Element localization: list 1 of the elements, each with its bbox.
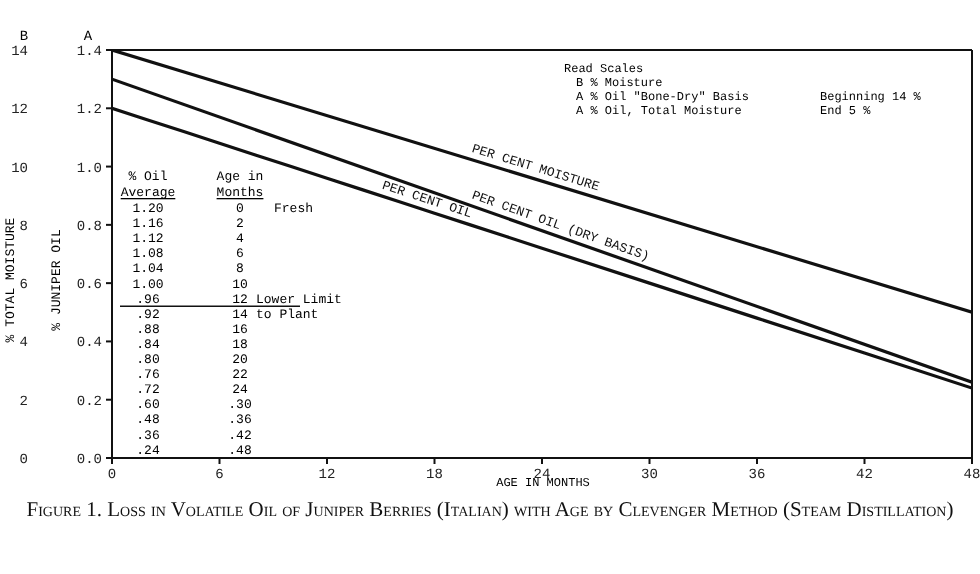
text: Figure 1. Loss in Volatile Oil of Juniper Berries (Italian) with Age by Clevenger Method (Steam Distillation) — [24, 500, 956, 524]
